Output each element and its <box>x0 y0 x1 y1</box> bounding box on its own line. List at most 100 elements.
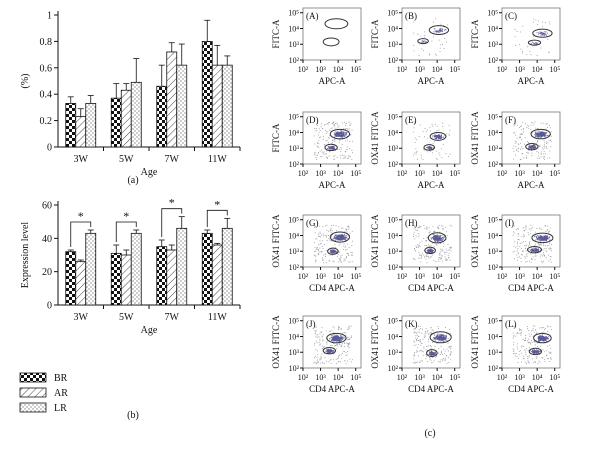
event-dot <box>413 231 415 233</box>
event-dot <box>515 146 517 148</box>
event-dot <box>328 230 330 232</box>
event-dot <box>434 352 436 354</box>
event-dot <box>523 131 524 133</box>
event-dot <box>435 340 436 342</box>
event-dot <box>548 231 550 233</box>
event-dot <box>329 340 331 342</box>
event-dot <box>331 249 333 250</box>
event-dot <box>537 237 539 239</box>
event-dot <box>413 331 415 333</box>
event-dot <box>332 350 334 352</box>
event-dot <box>437 30 439 32</box>
event-dot <box>343 260 345 262</box>
event-dot <box>435 234 437 236</box>
event-dot <box>546 236 548 238</box>
gate-ellipse <box>525 143 539 151</box>
event-dot <box>322 152 324 154</box>
event-dot <box>530 146 532 148</box>
event-dot <box>428 257 430 259</box>
event-dot <box>320 234 322 236</box>
event-dot <box>338 234 340 236</box>
event-dot <box>531 248 533 250</box>
event-dot <box>550 131 552 133</box>
event-dot <box>526 151 528 153</box>
event-dot <box>439 137 441 139</box>
event-dot <box>530 261 532 263</box>
event-dot <box>549 227 551 229</box>
event-dot <box>337 134 339 136</box>
event-dot <box>426 237 428 239</box>
event-dot <box>342 154 343 156</box>
event-dot <box>545 337 547 339</box>
event-dot <box>343 238 345 240</box>
event-dot <box>339 235 341 237</box>
event-dot <box>534 259 536 261</box>
event-dot <box>334 336 336 338</box>
event-dot <box>339 237 341 238</box>
event-dot <box>528 242 530 244</box>
event-dot <box>536 349 538 351</box>
event-dot <box>518 328 520 330</box>
event-dot <box>446 259 448 261</box>
event-dot <box>439 231 441 233</box>
event-dot <box>313 135 315 137</box>
event-dot <box>336 122 338 124</box>
significance-star: * <box>123 209 129 223</box>
event-dot <box>535 251 537 253</box>
y-tick-label: 10⁴ <box>288 231 299 240</box>
event-dot <box>516 242 518 244</box>
event-dot <box>426 240 428 242</box>
event-dot <box>438 259 440 261</box>
x-tick-label: 5W <box>119 312 134 323</box>
event-dot <box>438 341 440 343</box>
event-dot <box>344 234 345 235</box>
event-dot <box>433 354 435 356</box>
y-tick-label: 10⁵ <box>288 113 299 122</box>
event-dot <box>440 257 442 259</box>
event-dot <box>317 254 319 255</box>
event-dot <box>337 237 339 239</box>
event-dot <box>416 150 418 152</box>
event-dot <box>341 130 343 132</box>
event-dot <box>327 349 329 351</box>
event-dot <box>445 339 447 340</box>
event-dot <box>441 237 443 239</box>
event-dot <box>443 48 445 50</box>
event-dot <box>440 334 442 336</box>
event-dot <box>530 128 532 130</box>
event-dot <box>439 47 441 49</box>
event-dot <box>549 243 551 245</box>
event-dot <box>530 249 531 251</box>
event-dot <box>438 129 440 131</box>
event-dot <box>413 344 415 346</box>
event-dot <box>535 132 537 134</box>
event-dot <box>337 132 339 134</box>
event-dot <box>318 249 319 251</box>
bar-lr-11w <box>221 227 233 306</box>
event-dot <box>335 338 337 339</box>
event-dot <box>417 361 419 363</box>
event-dot <box>344 360 346 362</box>
event-dot <box>430 352 432 354</box>
event-dot <box>438 261 440 263</box>
event-dot <box>335 362 337 364</box>
event-dot <box>540 131 542 133</box>
event-dot <box>339 335 341 337</box>
event-dot <box>535 339 537 341</box>
event-dot <box>524 122 526 124</box>
y-tick-label: 10³ <box>488 40 499 49</box>
event-dot <box>338 234 340 236</box>
event-dot <box>437 238 439 240</box>
event-dot <box>543 238 545 240</box>
event-dot <box>343 337 345 339</box>
y-tick-label: 0.2 <box>40 116 53 127</box>
x-axis-title: APC-A <box>318 180 346 190</box>
event-dot <box>528 361 530 363</box>
event-dot <box>350 134 352 136</box>
y-tick-label: 10³ <box>289 247 300 256</box>
event-dot <box>318 335 320 337</box>
event-dot <box>545 257 547 259</box>
event-dot <box>543 135 545 137</box>
event-dot <box>351 149 353 151</box>
event-dot <box>545 239 547 241</box>
